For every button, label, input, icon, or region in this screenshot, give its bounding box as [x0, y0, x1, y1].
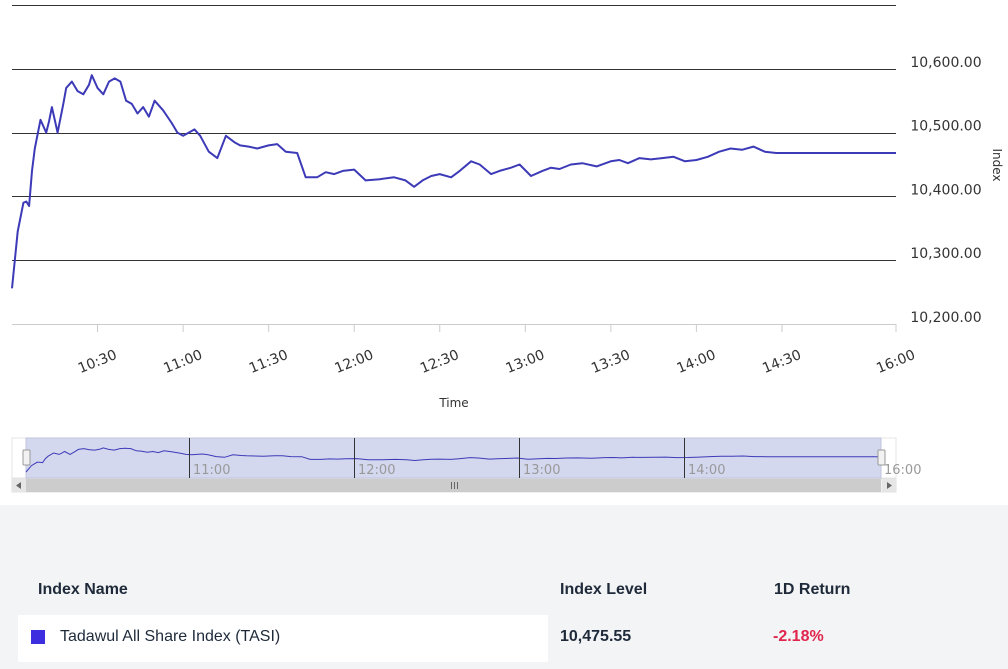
x-tick-label: 11:30 [247, 347, 290, 377]
index-line-chart: 10,200.00 10,300.00 10,400.00 10,500.00 10,6… [11, 5, 1004, 493]
navigator-right-handle[interactable] [877, 449, 886, 466]
navigator-tick-label: 12:00 [358, 463, 395, 478]
table-row[interactable]: Tadawul All Share Index (TASI) [18, 615, 548, 662]
navigator-tick-label: 14:00 [688, 463, 725, 478]
y-tick-label: 10,200.00 [910, 310, 981, 326]
y-tick-label: 10,400.00 [910, 182, 981, 198]
x-tick-label: 13:00 [504, 347, 547, 377]
y-tick-label: 10,600.00 [910, 55, 981, 71]
x-tick-label: 12:00 [332, 347, 375, 377]
y-tick-label: 10,500.00 [910, 119, 981, 135]
legend-swatch [31, 630, 45, 644]
x-tick-label: 14:30 [760, 347, 803, 377]
series-line [11, 74, 896, 289]
header-index-level: Index Level [560, 581, 648, 598]
scrollbar-grip-icon [451, 482, 458, 489]
index-level-cell: 10,475.55 [560, 628, 632, 645]
header-1d-return: 1D Return [774, 581, 851, 598]
navigator-tick-label: 13:00 [523, 463, 560, 478]
navigator-tick-label: 16:00 [884, 463, 921, 478]
scroll-left-arrow-icon [16, 482, 21, 489]
x-axis-ticks: 10:30 11:00 11:30 12:00 12:30 13:00 13:30 14:00… [76, 324, 918, 377]
gridlines [12, 5, 896, 261]
x-tick-label: 12:30 [418, 347, 461, 377]
index-table: Index Name Index Level 1D Return Tadawul… [0, 505, 1008, 669]
x-tick-label: 13:30 [589, 347, 632, 377]
navigator-tick-label: 11:00 [193, 463, 230, 478]
navigator-selection [25, 437, 882, 479]
y-tick-label: 10,300.00 [910, 246, 981, 262]
scroll-right-arrow-icon [887, 482, 892, 489]
x-tick-label: 14:00 [675, 347, 718, 377]
y-axis-title: Index [990, 148, 1004, 181]
navigator[interactable]: 11:00 12:00 13:00 14:00 16:00 [11, 437, 921, 479]
x-tick-label: 16:00 [874, 347, 917, 377]
x-tick-label: 11:00 [161, 347, 204, 377]
y-axis-ticks: 10,200.00 10,300.00 10,400.00 10,500.00 10,6… [910, 55, 981, 326]
navigator-left-handle[interactable] [22, 449, 31, 466]
scrollbar-thumb[interactable] [26, 479, 881, 492]
header-index-name: Index Name [38, 581, 128, 598]
navigator-ticks: 11:00 12:00 13:00 14:00 16:00 [189, 438, 921, 478]
chart-area: 10,200.00 10,300.00 10,400.00 10,500.00 10,6… [11, 5, 1004, 493]
x-axis-title: Time [438, 396, 468, 410]
return-cell: -2.18% [773, 628, 824, 645]
x-tick-label: 10:30 [76, 347, 119, 377]
scrollbar[interactable] [11, 478, 897, 493]
navigator-series-line [25, 447, 881, 473]
index-name-cell: Tadawul All Share Index (TASI) [60, 628, 281, 645]
